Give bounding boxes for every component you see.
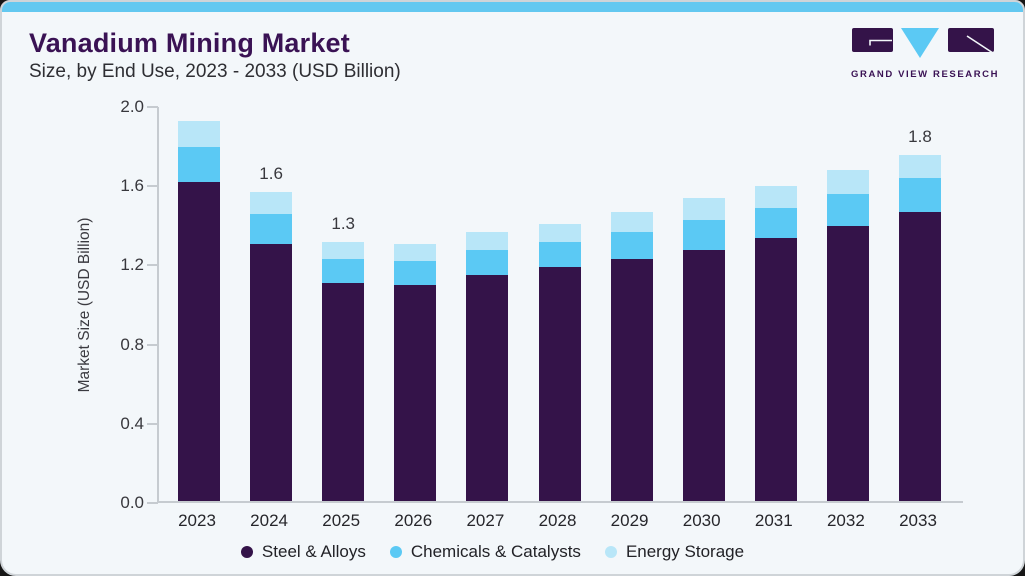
y-tick-label: 0.8 <box>120 334 144 354</box>
bar-segment-energy-storage <box>178 120 220 147</box>
legend-item-energy-storage: Energy Storage <box>604 542 745 562</box>
bar-segment-chemicals-catalysts <box>682 219 725 250</box>
bar-segment-energy-storage <box>466 231 509 250</box>
bar-segment-energy-storage <box>754 186 797 208</box>
bar-segment-steel-alloys <box>466 275 509 501</box>
x-tick-label: 2033 <box>899 511 937 530</box>
x-tick-label: 2023 <box>178 511 216 530</box>
brand-name: GRAND VIEW RESEARCH <box>851 69 1000 80</box>
y-tick-label: 2.0 <box>120 97 144 116</box>
bar-total-label: 1.3 <box>331 213 355 233</box>
x-tick-label: 2025 <box>322 511 361 530</box>
x-tick-label: 2032 <box>826 511 865 530</box>
plot-area: 1.6 1.3 1.8 <box>157 107 963 503</box>
bar-segment-chemicals-catalysts <box>250 213 293 244</box>
bar-segment-steel-alloys <box>322 283 365 501</box>
bar-segment-steel-alloys <box>610 259 653 501</box>
bar-segment-chemicals-catalysts <box>466 249 509 276</box>
legend-item-steel-alloys: Steel & Alloys <box>240 542 366 562</box>
legend-dot-icon <box>240 546 253 558</box>
bar-segment-energy-storage <box>322 241 365 260</box>
chart-legend: Steel & Alloys Chemicals & Catalysts Energ… <box>2 542 983 562</box>
legend-label: Energy Storage <box>625 542 745 561</box>
y-tick-mark <box>147 502 158 504</box>
bar-segment-steel-alloys <box>826 225 869 501</box>
bar-segment-steel-alloys <box>250 243 293 501</box>
y-tick-mark <box>147 343 158 346</box>
x-tick-label: 2029 <box>610 511 649 530</box>
bar-segment-energy-storage <box>682 198 725 220</box>
legend-dot-icon <box>389 546 402 558</box>
bar-segment-steel-alloys <box>394 285 437 501</box>
bar-segment-energy-storage <box>394 243 437 262</box>
x-tick-label: 2028 <box>538 511 577 530</box>
bar-segment-steel-alloys <box>538 267 581 501</box>
bar-segment-chemicals-catalysts <box>899 178 941 212</box>
bar-segment-energy-storage <box>538 223 581 242</box>
bar-segment-chemicals-catalysts <box>394 261 437 286</box>
bar-segment-chemicals-catalysts <box>754 207 797 238</box>
legend-item-chemicals-catalysts: Chemicals & Catalysts <box>389 542 581 562</box>
bar-segment-chemicals-catalysts <box>178 146 220 183</box>
y-tick-label: 1.6 <box>120 176 144 196</box>
legend-label: Chemicals & Catalysts <box>410 542 581 561</box>
y-tick-label: 0.0 <box>120 493 144 512</box>
y-tick-mark <box>147 264 158 267</box>
y-tick-mark <box>147 422 158 425</box>
bar-segment-steel-alloys <box>178 182 220 501</box>
y-tick-mark <box>147 106 158 108</box>
brand-logo: GRAND VIEW RESEARCH <box>851 28 1000 80</box>
x-tick-label: 2031 <box>754 511 793 530</box>
bar-total-label: 1.6 <box>259 164 283 184</box>
bar-segment-energy-storage <box>899 154 941 179</box>
accent-top-strip <box>2 2 1023 12</box>
page-title: Vanadium Mining Market <box>29 28 350 58</box>
page-subtitle: Size, by End Use, 2023 - 2033 (USD Billi… <box>29 61 401 82</box>
legend-label: Steel & Alloys <box>261 542 366 561</box>
y-tick-label: 1.2 <box>120 255 144 275</box>
bar-segment-steel-alloys <box>754 237 797 501</box>
bar-segment-steel-alloys <box>682 249 725 501</box>
bar-segment-chemicals-catalysts <box>322 259 365 284</box>
bar-segment-energy-storage <box>610 211 653 232</box>
y-tick-label: 0.4 <box>120 413 144 433</box>
x-tick-label: 2030 <box>682 511 721 530</box>
x-tick-label: 2027 <box>466 511 505 530</box>
y-tick-mark <box>147 185 158 188</box>
x-tick-label: 2026 <box>394 511 433 530</box>
bar-segment-chemicals-catalysts <box>610 231 653 260</box>
bar-segment-chemicals-catalysts <box>826 194 869 226</box>
legend-dot-icon <box>604 546 617 558</box>
bar-segment-chemicals-catalysts <box>538 241 581 268</box>
gvr-logo-icon <box>852 28 997 58</box>
bar-segment-steel-alloys <box>899 211 941 501</box>
x-tick-label: 2024 <box>250 511 288 530</box>
y-axis-title: Market Size (USD Billion) <box>76 217 93 393</box>
bar-segment-energy-storage <box>826 170 869 195</box>
bar-total-label: 1.8 <box>908 126 932 146</box>
bar-segment-energy-storage <box>250 192 293 214</box>
